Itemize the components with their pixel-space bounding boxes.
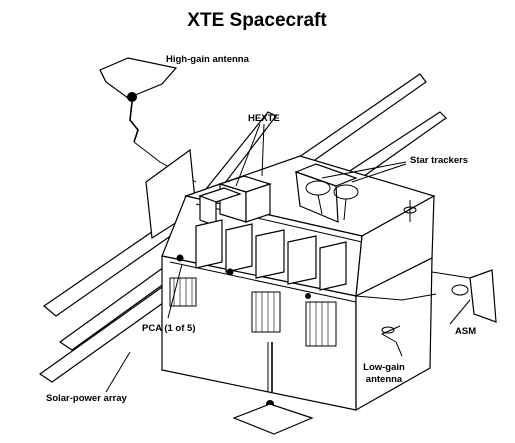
label-pca: PCA (1 of 5): [142, 323, 195, 334]
pca-detectors: [195, 219, 347, 291]
label-asm: ASM: [455, 326, 476, 337]
hexte-instrument: [198, 175, 272, 227]
label-solar-power-array: Solar-power array: [46, 393, 127, 404]
bottom-mast: [232, 342, 314, 435]
callout-lines: [105, 123, 471, 393]
label-high-gain-antenna: High-gain antenna: [166, 54, 250, 65]
label-star-trackers: Star trackers: [410, 155, 468, 166]
label-low-gain-antenna-line2: antenna: [366, 374, 403, 385]
label-low-gain-antenna-line1: Low-gain: [363, 362, 405, 373]
high-gain-antenna: [99, 57, 197, 183]
radiator-grids: [169, 254, 337, 347]
label-hexte: HEXTE: [248, 113, 280, 124]
low-gain-antenna: [380, 200, 417, 343]
star-trackers: [294, 163, 359, 223]
asm-instrument: [355, 269, 497, 323]
diagram-title: XTE Spacecraft: [187, 10, 327, 31]
